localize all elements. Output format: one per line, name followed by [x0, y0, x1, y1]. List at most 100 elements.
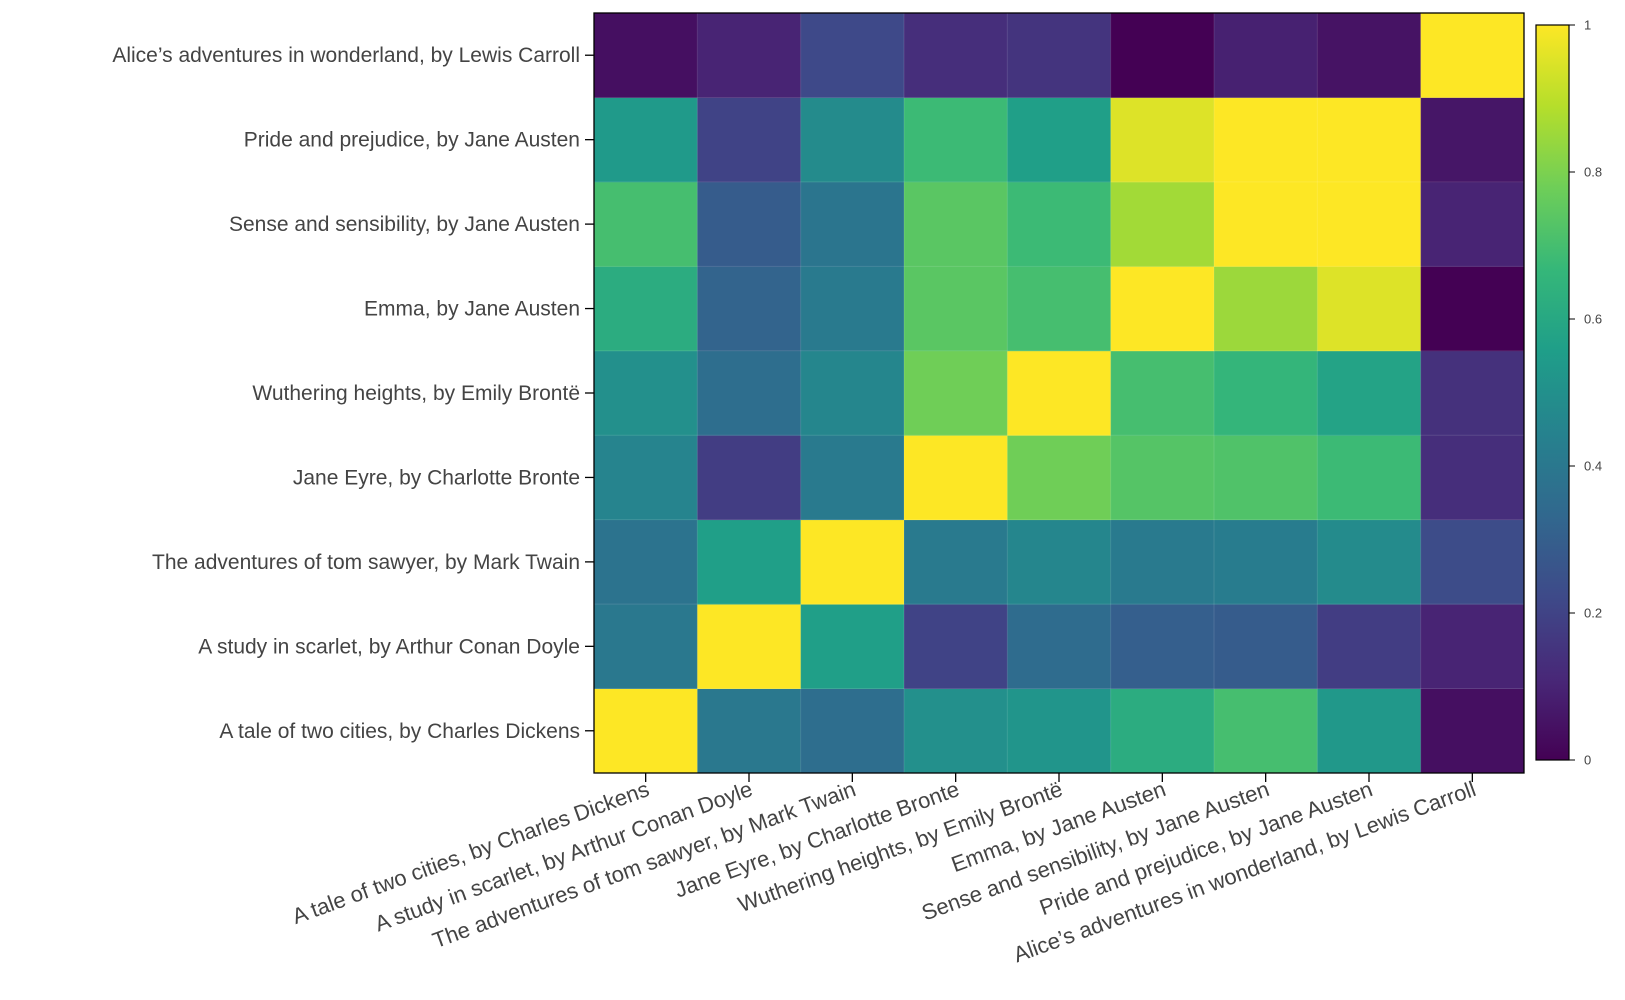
heatmap-cell: [1317, 435, 1422, 521]
heatmap-cell: [1007, 604, 1112, 689]
heatmap-cell: [594, 350, 698, 436]
heatmap-cell: [1110, 13, 1215, 98]
y-tick-label: Emma, by Jane Austen: [364, 298, 580, 321]
heatmap-cell: [1317, 266, 1422, 352]
heatmap-cell: [697, 266, 802, 352]
heatmap-cell: [904, 688, 1008, 774]
heatmap-cell: [1317, 350, 1422, 436]
heatmap-cell: [1110, 181, 1215, 267]
heatmap-cell: [800, 688, 905, 774]
heatmap-cell: [800, 97, 905, 183]
heatmap-cell: [697, 350, 802, 436]
x-axis: A tale of two cities, by Charles Dickens…: [289, 773, 1479, 967]
colorbar-tick-label: 0.6: [1584, 312, 1602, 327]
heatmap-cells: [594, 13, 1525, 774]
heatmap-cell: [1317, 688, 1422, 774]
heatmap-cell: [697, 519, 802, 605]
heatmap-cell: [594, 181, 698, 267]
heatmap-cell: [1214, 266, 1318, 352]
heatmap-cell: [1317, 604, 1422, 689]
y-tick-label: The adventures of tom sawyer, by Mark Tw…: [152, 551, 580, 574]
heatmap-cell: [594, 13, 698, 98]
heatmap-cell: [1420, 350, 1525, 436]
heatmap-cell: [1007, 13, 1112, 98]
heatmap-cell: [1007, 181, 1112, 267]
y-tick-label: A tale of two cities, by Charles Dickens: [219, 720, 580, 743]
colorbar-gradient: [1535, 24, 1570, 761]
heatmap-cell: [1110, 604, 1215, 689]
heatmap-cell: [1214, 350, 1318, 436]
colorbar: 0 0.2 0.4 0.6 0.8 1: [1535, 18, 1602, 768]
heatmap-cell: [1110, 519, 1215, 605]
heatmap-cell: [594, 519, 698, 605]
heatmap-cell: [1214, 97, 1318, 183]
heatmap-cell: [904, 266, 1008, 352]
heatmap-cell: [1110, 435, 1215, 521]
heatmap-cell: [594, 435, 698, 521]
heatmap-cell: [904, 350, 1008, 436]
heatmap-cell: [1007, 688, 1112, 774]
heatmap-cell: [800, 350, 905, 436]
heatmap-cell: [904, 13, 1008, 98]
heatmap-cell: [800, 181, 905, 267]
heatmap-cell: [1420, 266, 1525, 352]
heatmap-cell: [904, 435, 1008, 521]
heatmap-cell: [697, 97, 802, 183]
heatmap-cell: [1110, 350, 1215, 436]
heatmap-cell: [800, 604, 905, 689]
heatmap-cell: [1214, 688, 1318, 774]
heatmap-cell: [904, 181, 1008, 267]
heatmap-cell: [594, 97, 698, 183]
colorbar-tick-label: 0: [1584, 753, 1591, 768]
heatmap-cell: [800, 13, 905, 98]
heatmap-cell: [594, 604, 698, 689]
heatmap-cell: [904, 604, 1008, 689]
heatmap-cell: [904, 97, 1008, 183]
heatmap-cell: [697, 604, 802, 689]
heatmap-cell: [1420, 688, 1525, 774]
heatmap-cell: [1317, 13, 1422, 98]
heatmap-cell: [1007, 519, 1112, 605]
heatmap-cell: [594, 266, 698, 352]
heatmap-cell: [1317, 519, 1422, 605]
heatmap-cell: [800, 266, 905, 352]
heatmap-cell: [1420, 181, 1525, 267]
heatmap-cell: [1110, 266, 1215, 352]
heatmap-cell: [1214, 604, 1318, 689]
colorbar-tick-label: 0.8: [1584, 165, 1602, 180]
heatmap-cell: [1420, 97, 1525, 183]
heatmap-cell: [1214, 435, 1318, 521]
y-tick-label: Sense and sensibility, by Jane Austen: [229, 213, 580, 236]
heatmap-cell: [1214, 519, 1318, 605]
heatmap-cell: [697, 13, 802, 98]
heatmap-cell: [1420, 604, 1525, 689]
heatmap-cell: [1420, 519, 1525, 605]
heatmap-cell: [1007, 350, 1112, 436]
colorbar-tick-label: 0.2: [1584, 606, 1602, 621]
heatmap-cell: [1420, 13, 1525, 98]
heatmap-cell: [1110, 688, 1215, 774]
heatmap-cell: [1007, 435, 1112, 521]
heatmap-cell: [1110, 97, 1215, 183]
colorbar-tick-label: 1: [1584, 18, 1591, 33]
colorbar-tick-label: 0.4: [1584, 459, 1602, 474]
heatmap-cell: [697, 435, 802, 521]
y-tick-label: Jane Eyre, by Charlotte Bronte: [293, 466, 580, 489]
heatmap-cell: [1007, 97, 1112, 183]
heatmap-cell: [1214, 181, 1318, 267]
heatmap-cell: [1317, 97, 1422, 183]
y-tick-label: A study in scarlet, by Arthur Conan Doyl…: [198, 635, 580, 658]
y-tick-label: Pride and prejudice, by Jane Austen: [244, 129, 580, 152]
heatmap-cell: [697, 181, 802, 267]
heatmap-cell: [1317, 181, 1422, 267]
heatmap-cell: [697, 688, 802, 774]
heatmap-cell: [594, 688, 698, 774]
y-tick-label: Alice’s adventures in wonderland, by Lew…: [112, 44, 580, 67]
y-tick-label: Wuthering heights, by Emily Brontë: [252, 382, 580, 405]
heatmap-cell: [1420, 435, 1525, 521]
heatmap-cell: [904, 519, 1008, 605]
heatmap-cell: [1007, 266, 1112, 352]
heatmap-cell: [800, 519, 905, 605]
